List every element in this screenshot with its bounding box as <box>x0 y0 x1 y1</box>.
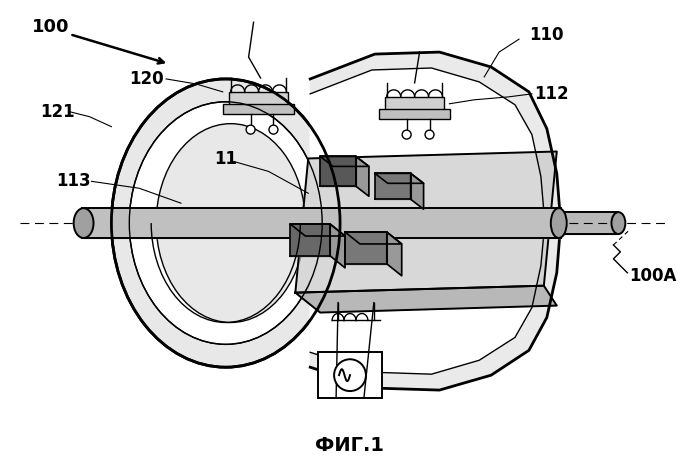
Polygon shape <box>295 286 557 313</box>
Text: 113: 113 <box>57 172 91 190</box>
Ellipse shape <box>156 124 305 323</box>
Polygon shape <box>557 212 619 234</box>
Circle shape <box>334 359 366 391</box>
Text: 100: 100 <box>32 18 69 36</box>
Polygon shape <box>310 68 545 374</box>
Polygon shape <box>375 173 410 199</box>
Text: 110: 110 <box>529 26 563 44</box>
Polygon shape <box>295 152 557 292</box>
Polygon shape <box>410 173 424 209</box>
Text: 100A: 100A <box>629 267 677 285</box>
Bar <box>384 97 445 111</box>
Ellipse shape <box>111 79 340 367</box>
Polygon shape <box>310 52 561 390</box>
Polygon shape <box>82 208 561 238</box>
Ellipse shape <box>612 212 626 234</box>
Polygon shape <box>356 156 369 196</box>
Bar <box>223 104 294 114</box>
Bar <box>379 109 450 119</box>
Text: 120: 120 <box>129 70 164 88</box>
Polygon shape <box>375 173 424 183</box>
Circle shape <box>269 125 278 134</box>
Polygon shape <box>290 224 345 236</box>
Polygon shape <box>330 224 345 268</box>
Bar <box>229 92 289 106</box>
Polygon shape <box>387 232 402 276</box>
Text: 112: 112 <box>534 85 568 103</box>
Bar <box>318 352 382 398</box>
Polygon shape <box>290 224 330 256</box>
Circle shape <box>402 130 411 139</box>
Polygon shape <box>345 232 387 264</box>
Polygon shape <box>320 156 356 187</box>
Ellipse shape <box>73 208 94 238</box>
Circle shape <box>425 130 434 139</box>
Ellipse shape <box>551 208 567 238</box>
Text: 11: 11 <box>214 150 237 169</box>
Polygon shape <box>345 232 402 244</box>
Text: ФИГ.1: ФИГ.1 <box>315 436 384 455</box>
Polygon shape <box>320 156 369 166</box>
Ellipse shape <box>129 102 322 344</box>
Text: 121: 121 <box>40 103 75 121</box>
Circle shape <box>246 125 255 134</box>
